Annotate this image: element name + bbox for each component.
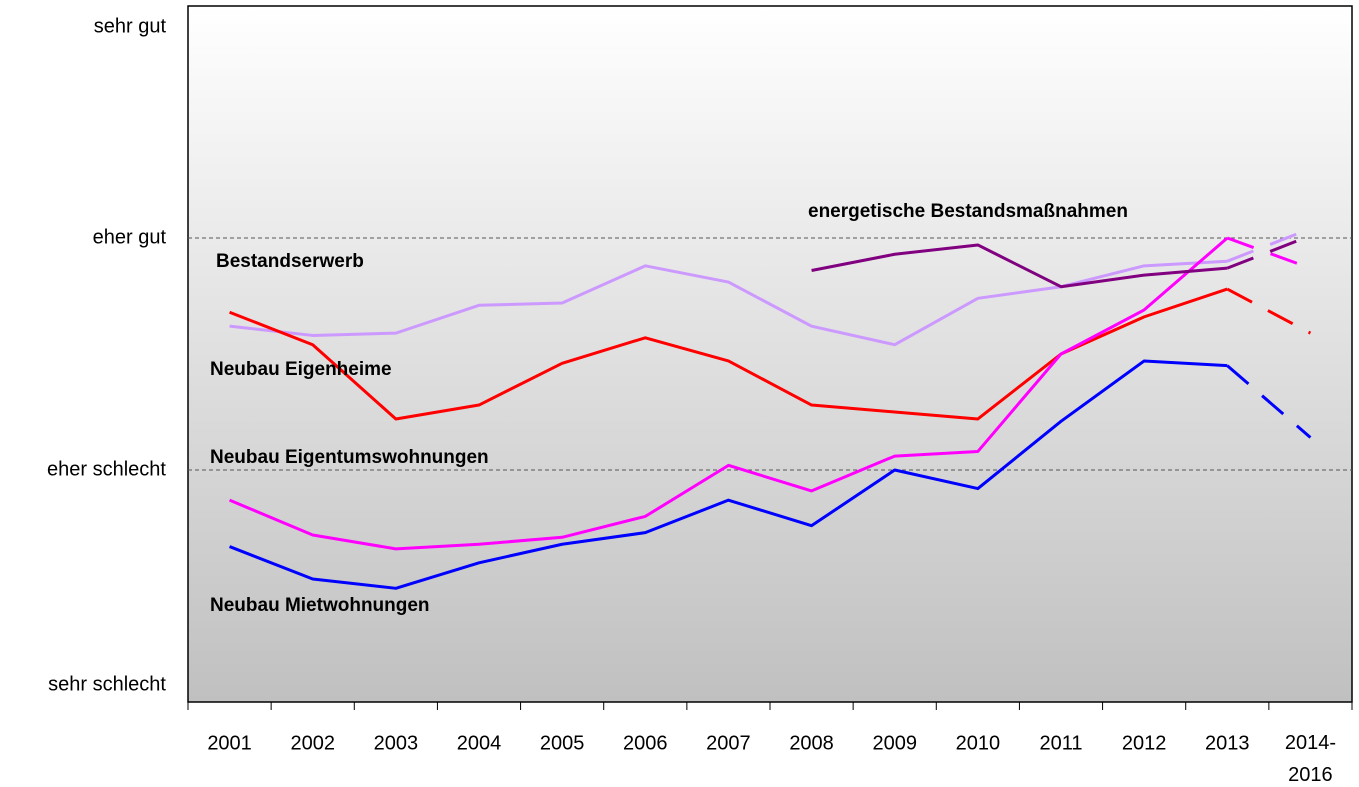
series-line-forecast: [1226, 364, 1312, 439]
y-tick-label: eher schlecht: [47, 458, 166, 480]
series-line: [229, 359, 1228, 590]
series-line-forecast: [1226, 227, 1311, 263]
y-tick-label: sehr schlecht: [48, 673, 166, 695]
x-tick-label: 2003: [374, 732, 419, 754]
series-label: energetische Bestandsmaßnahmen: [808, 201, 1128, 222]
series-line-forecast: [1226, 234, 1311, 270]
series-label: Neubau Eigentumswohnungen: [210, 447, 489, 468]
x-tick-label: 2006: [623, 732, 668, 754]
series-line: [811, 243, 1228, 289]
x-tick-label: 2014-2016: [1285, 732, 1336, 786]
y-tick-label: sehr gut: [94, 15, 167, 37]
x-tick-label: 2010: [956, 732, 1001, 754]
x-tick-label: 2001: [207, 732, 252, 754]
series-line-forecast: [1226, 287, 1312, 335]
x-tick-label: 2011: [1039, 732, 1082, 754]
series-line-forecast: [1226, 236, 1311, 270]
y-tick-label: eher gut: [93, 226, 167, 248]
x-tick-label: 2007: [706, 732, 751, 754]
x-tick-label: 2005: [540, 732, 585, 754]
series-label: Bestandserwerb: [216, 251, 364, 272]
x-tick-label: 2008: [789, 732, 834, 754]
x-tick-label: 2002: [290, 732, 335, 754]
series-line: [228, 236, 1229, 551]
series-label: Neubau Eigenheime: [210, 359, 392, 380]
x-tick-label: 2009: [872, 732, 917, 754]
x-tick-label: 2004: [457, 732, 502, 754]
x-tick-label: 2012: [1122, 732, 1167, 754]
x-tick-label: 2013: [1205, 732, 1250, 754]
series-label: Neubau Mietwohnungen: [210, 595, 430, 616]
